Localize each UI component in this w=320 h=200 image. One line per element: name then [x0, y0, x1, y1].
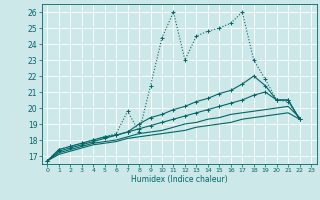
X-axis label: Humidex (Indice chaleur): Humidex (Indice chaleur) [131, 175, 228, 184]
